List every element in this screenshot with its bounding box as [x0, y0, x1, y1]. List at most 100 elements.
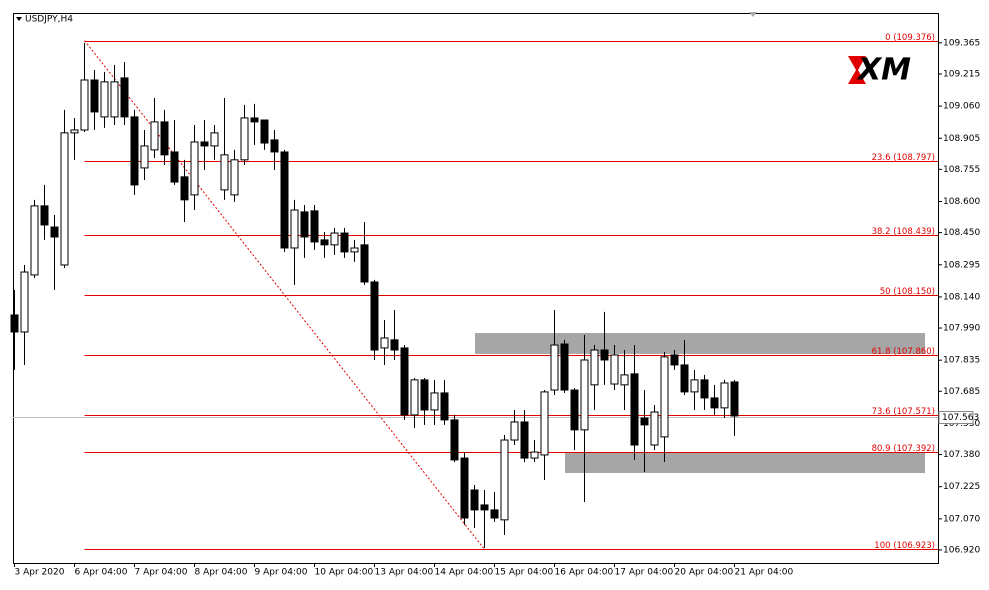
- candle-body: [680, 364, 689, 393]
- candle-body: [500, 439, 509, 521]
- candle-body: [340, 232, 349, 253]
- candle-body: [320, 239, 329, 246]
- x-tick-label: 6 Apr 04:00: [75, 568, 128, 578]
- candle-body: [180, 176, 189, 201]
- y-tick-label: 108.140: [943, 292, 980, 302]
- y-tick-label: 109.215: [943, 69, 980, 79]
- candle-body: [720, 382, 729, 409]
- candle-body: [280, 151, 289, 249]
- candle-body: [520, 421, 529, 459]
- y-tick-label: 108.295: [943, 260, 980, 270]
- y-tick-label: 107.835: [943, 356, 980, 366]
- x-tick-label: 21 Apr 04:00: [735, 568, 794, 578]
- candle-body: [690, 379, 699, 393]
- x-tick-label: 3 Apr 2020: [15, 568, 65, 578]
- candle-body: [480, 504, 489, 511]
- x-tick-label: 14 Apr 04:00: [435, 568, 494, 578]
- candle-body: [570, 389, 579, 431]
- candle-body: [290, 209, 299, 249]
- fib-label: 100 (106.923): [874, 541, 935, 551]
- candle-body: [310, 210, 319, 243]
- candle-body: [650, 411, 659, 446]
- y-tick-label: 107.685: [943, 387, 980, 397]
- candle-body: [240, 117, 249, 161]
- candle-body: [260, 119, 269, 144]
- y-tick-label: 108.905: [943, 134, 980, 144]
- candle-body: [410, 379, 419, 416]
- y-tick-label: 107.990: [943, 324, 980, 334]
- candle-body: [700, 379, 709, 399]
- candle-body: [490, 509, 499, 519]
- candle-body: [460, 457, 469, 519]
- candle-body: [560, 343, 569, 391]
- candle-body: [160, 121, 169, 156]
- shift-marker: [749, 12, 757, 17]
- y-tick-label: 109.365: [943, 38, 980, 48]
- candle-body: [620, 374, 629, 386]
- candle-body: [660, 356, 669, 438]
- candle-body: [400, 347, 409, 416]
- x-tick-label: 7 Apr 04:00: [135, 568, 188, 578]
- candle-body: [30, 205, 39, 276]
- candle-body: [220, 154, 229, 191]
- candle-body: [100, 81, 109, 118]
- candle-body: [10, 314, 19, 333]
- fib-label: 61.8 (107.860): [872, 347, 935, 357]
- candle-body: [110, 81, 119, 118]
- x-tick-label: 9 Apr 04:00: [255, 568, 308, 578]
- candle-body: [50, 226, 59, 238]
- candle-body: [440, 392, 449, 421]
- candle-body: [640, 417, 649, 426]
- x-tick-label: 15 Apr 04:00: [495, 568, 554, 578]
- fib-label: 38.2 (108.439): [872, 227, 935, 237]
- y-tick-label: 107.070: [943, 514, 980, 524]
- candle-body: [70, 129, 79, 134]
- zone: [475, 333, 925, 354]
- x-tick-label: 10 Apr 04:00: [315, 568, 374, 578]
- menu-arrow[interactable]: [16, 17, 22, 21]
- candle-body: [60, 132, 69, 266]
- candle-body: [90, 79, 99, 113]
- y-tick-label: 107.380: [943, 450, 980, 460]
- x-tick-label: 8 Apr 04:00: [195, 568, 248, 578]
- price-box: [938, 411, 974, 424]
- candle-body: [170, 151, 179, 183]
- candle-body: [350, 247, 359, 253]
- candle-body: [20, 271, 29, 333]
- candle-body: [470, 489, 479, 511]
- candle-body: [150, 121, 159, 151]
- candle-body: [380, 337, 389, 349]
- candle-body: [300, 211, 309, 238]
- candle-body: [230, 159, 239, 196]
- candle-body: [450, 419, 459, 461]
- price-label: 107.563: [942, 413, 979, 423]
- candle-body: [200, 141, 209, 147]
- plot-frame: [13, 13, 939, 564]
- y-tick-label: 109.060: [943, 102, 980, 112]
- candle-body: [730, 381, 739, 417]
- candle-body: [530, 451, 539, 459]
- candle-body: [430, 392, 439, 411]
- logo-mark: [848, 56, 866, 84]
- candle-body: [120, 77, 129, 118]
- logo: XM: [856, 53, 911, 88]
- candle-body: [630, 373, 639, 446]
- x-tick-label: 13 Apr 04:00: [375, 568, 434, 578]
- candle-body: [510, 421, 519, 441]
- candle-body: [250, 117, 259, 123]
- y-tick-label: 108.600: [943, 197, 980, 207]
- fib-label: 73.6 (107.571): [872, 407, 935, 417]
- candle-body: [330, 232, 339, 246]
- x-tick-label: 16 Apr 04:00: [555, 568, 614, 578]
- fib-label: 23.6 (108.797): [872, 153, 935, 163]
- y-tick-label: 108.755: [943, 165, 980, 175]
- candle-body: [670, 354, 679, 366]
- candle-body: [580, 359, 589, 431]
- y-tick-label: 108.450: [943, 228, 980, 238]
- candle-body: [140, 145, 149, 169]
- candle-body: [370, 281, 379, 351]
- fib-label: 0 (109.376): [885, 33, 935, 43]
- candle-body: [360, 244, 369, 283]
- x-tick-label: 17 Apr 04:00: [615, 568, 674, 578]
